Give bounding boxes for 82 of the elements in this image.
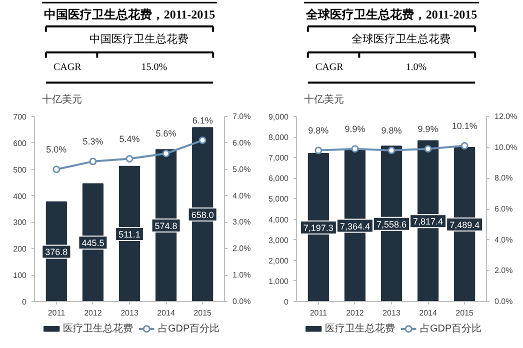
text: CAGR	[54, 62, 82, 73]
y2-tick-label: 0.0%	[232, 297, 251, 306]
x-tick-label: 2014	[157, 308, 176, 318]
text: 15.0%	[141, 62, 168, 73]
data-label: 7,817.4	[413, 216, 444, 227]
y2-tick-label: 4.0%	[494, 235, 513, 244]
data-label: 658.0	[191, 210, 214, 220]
data-label: 9.9%	[344, 124, 366, 134]
y-axis-title: 十亿美元	[304, 93, 344, 106]
y2-tick-label: 6.0%	[232, 138, 251, 148]
y-tick-label: 9,000	[268, 112, 290, 122]
x-tick-label: 2012	[346, 308, 364, 318]
y-tick-label: 6,000	[268, 174, 290, 184]
data-label: 7,489.4	[450, 220, 480, 230]
y2-tick-label: 0.0%	[494, 297, 513, 306]
y2-tick-label: 12.0%	[494, 112, 518, 121]
y-tick-label: 0	[284, 298, 290, 306]
y2-tick-label: 1.0%	[232, 270, 251, 280]
y2-tick-label: 2.0%	[232, 244, 251, 254]
point	[162, 150, 170, 158]
y2-tick-label: 3.0%	[232, 218, 251, 227]
y-tick-label: 2,000	[268, 256, 290, 266]
y-tick-label: 600	[13, 138, 28, 148]
data-label: 9.8%	[308, 125, 329, 136]
x-tick-label: 2014	[419, 308, 438, 318]
x-tick-label: 2011	[48, 308, 66, 318]
text: 1.0%	[406, 62, 427, 73]
y-axis-title: 十亿美元	[42, 93, 82, 106]
legend-label: 医疗卫生总花费	[63, 322, 133, 334]
text: 全球医疗卫生总花费	[352, 32, 450, 46]
chart-title: 全球医疗卫生总花费，2011-2015	[304, 8, 478, 22]
data-label: 9.8%	[381, 125, 402, 136]
data-label: 5.3%	[82, 136, 104, 146]
x-tick-label: 2015	[194, 308, 212, 318]
y2-tick-label: 8.0%	[494, 174, 513, 183]
legend-label: 占GDP百分比	[158, 322, 220, 334]
x-tick-label: 2012	[84, 308, 102, 318]
y-tick-label: 100	[13, 271, 28, 280]
y-tick-label: 1,000	[268, 276, 290, 286]
y2-tick-label: 7.0%	[232, 112, 251, 121]
legend-label: 医疗卫生总花费	[325, 322, 395, 334]
x-tick-label: 2013	[382, 308, 401, 318]
y-tick-label: 400	[13, 192, 28, 201]
x-tick-label: 2015	[456, 308, 474, 318]
legend-label: 占GDP百分比	[420, 322, 482, 334]
x-tick-label: 2011	[310, 308, 328, 318]
text: 中国医疗卫生总花费	[90, 32, 188, 46]
point	[126, 155, 134, 163]
data-label: 5.6%	[156, 128, 176, 138]
y-tick-label: 3,000	[268, 236, 290, 245]
data-label: 445.5	[82, 238, 104, 248]
chart-title: 中国医疗卫生总花费，2011-2015	[44, 8, 216, 22]
x-tick-label: 2013	[120, 308, 139, 318]
y2-tick-label: 5.0%	[232, 164, 251, 174]
data-label: 5.0%	[46, 144, 67, 154]
data-label: 574.8	[154, 221, 178, 232]
data-label: 7,558.6	[376, 219, 407, 230]
point	[198, 136, 206, 144]
data-label: 511.1	[118, 229, 140, 240]
y2-tick-label: 6.0%	[494, 204, 513, 214]
y-tick-label: 4,000	[268, 215, 290, 224]
data-label: 10.1%	[452, 120, 478, 131]
y-tick-label: 5,000	[268, 194, 290, 204]
y-tick-label: 0	[22, 298, 28, 306]
y2-tick-label: 2.0%	[494, 266, 513, 276]
data-label: 6.1%	[192, 115, 213, 126]
data-label: 7,364.4	[340, 221, 370, 232]
y-tick-label: 700	[13, 112, 28, 122]
y-tick-label: 7,000	[268, 154, 290, 163]
y-tick-label: 300	[13, 218, 28, 228]
y-tick-label: 8,000	[268, 133, 290, 142]
y-tick-label: 200	[13, 244, 28, 254]
text: CAGR	[316, 62, 344, 73]
data-label: 7,197.3	[303, 223, 334, 234]
point	[52, 166, 60, 174]
data-label: 9.9%	[418, 124, 438, 134]
data-label: 376.8	[45, 247, 68, 258]
point	[89, 158, 97, 166]
y2-tick-label: 4.0%	[232, 191, 251, 200]
y2-tick-label: 10.0%	[494, 142, 518, 152]
y-tick-label: 500	[13, 165, 28, 174]
data-label: 5.4%	[119, 134, 140, 144]
